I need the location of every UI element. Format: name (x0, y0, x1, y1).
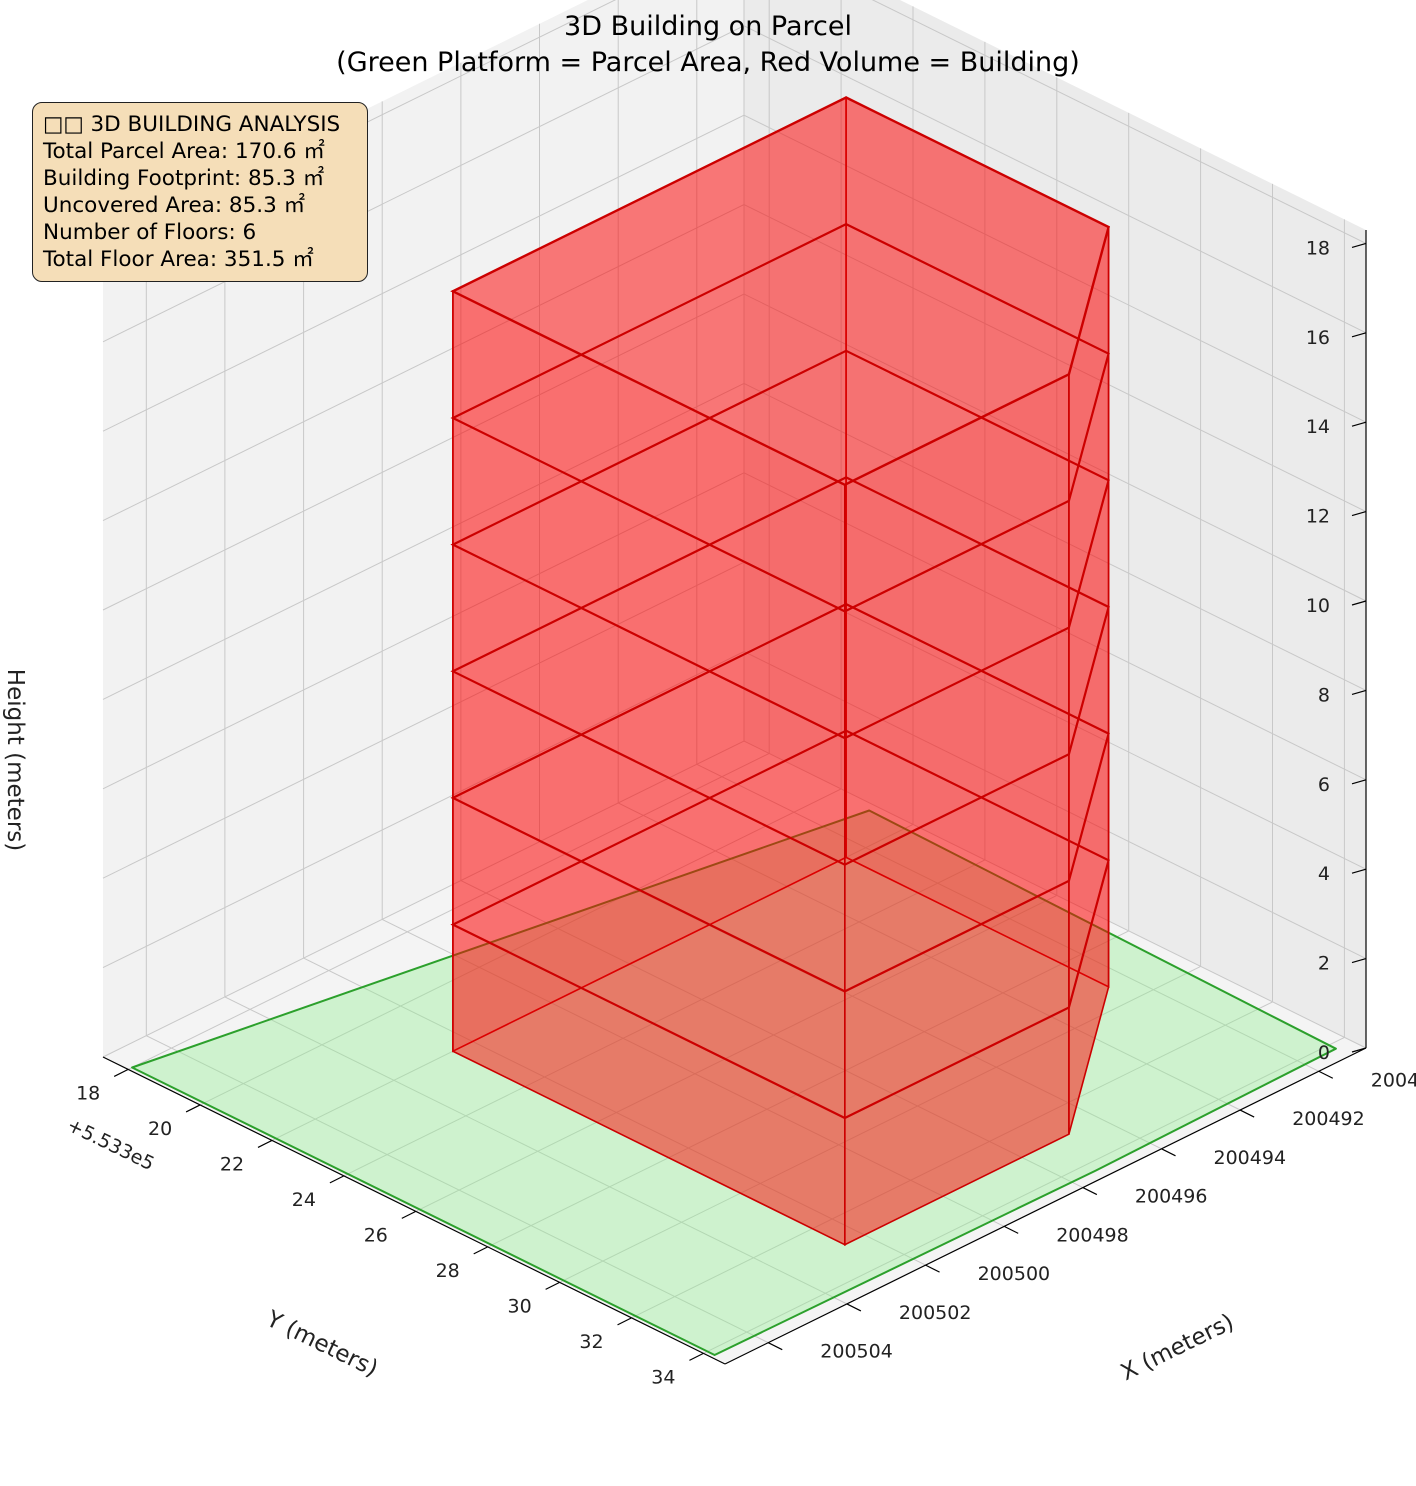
info-building-footprint: Building Footprint: 85.3 ㎡ (43, 166, 325, 191)
y-tick-label: 22 (220, 1153, 244, 1175)
info-uncovered-area: Uncovered Area: 85.3 ㎡ (43, 193, 306, 218)
z-tick (1351, 1047, 1367, 1053)
y-tick (689, 1352, 704, 1361)
z-tick-label: 10 (1306, 595, 1330, 617)
y-tick (329, 1175, 345, 1184)
z-tick-label: 6 (1318, 774, 1330, 796)
y-tick-label: 26 (364, 1224, 388, 1246)
y-tick (545, 1281, 560, 1290)
z-tick (1351, 600, 1367, 606)
chart-subtitle: (Green Platform = Parcel Area, Red Volum… (336, 47, 1080, 78)
info-total-floor-area: Total Floor Area: 351.5 ㎡ (43, 247, 314, 272)
y-tick-label: 30 (508, 1295, 532, 1317)
z-tick-label: 14 (1306, 416, 1330, 438)
floor-line (450, 222, 1110, 613)
y-axis-line (102, 1056, 726, 1365)
z-tick (1351, 332, 1367, 338)
y-tick (617, 1317, 632, 1326)
floor-line (450, 476, 1110, 866)
y-offset-label: +5.533e5 (64, 1114, 158, 1175)
y-tick-label: 20 (148, 1118, 172, 1140)
y-tick (185, 1104, 201, 1113)
info-number-of-floors: Number of Floors: 6 (43, 220, 257, 245)
axis-lines (102, 230, 1367, 1365)
y-tick-label: 24 (292, 1189, 316, 1211)
building-analysis-box: □□ 3D BUILDING ANALYSIS Total Parcel Are… (32, 102, 368, 282)
x-tick-label: 200500 (978, 1263, 1051, 1285)
y-tick (401, 1210, 417, 1219)
x-tick-label: 200504 (820, 1341, 893, 1363)
z-tick-label: 8 (1318, 684, 1330, 706)
parcel-polygon (131, 809, 1337, 1356)
z-tick (1351, 242, 1367, 248)
z-tick (1351, 958, 1367, 964)
z-tick (1351, 868, 1367, 874)
info-parcel-area: Total Parcel Area: 170.6 ㎡ (43, 139, 325, 164)
x-axis-title: X (meters) (1117, 1309, 1238, 1386)
z-tick-label: 2 (1318, 953, 1330, 975)
x-tick-label: 200496 (1135, 1186, 1208, 1208)
x-tick-label: 200502 (899, 1302, 972, 1324)
z-tick-label: 16 (1306, 327, 1330, 349)
y-tick (113, 1068, 129, 1077)
building-volume (450, 96, 1111, 1246)
building-base (452, 857, 1109, 1245)
floor-line (450, 602, 1110, 993)
z-tick-label: 18 (1306, 237, 1330, 259)
z-axis-title: Height (meters) (2, 669, 28, 851)
z-tick (1351, 689, 1367, 695)
x-tick (1003, 1225, 1019, 1234)
z-tick-label: 4 (1318, 863, 1330, 885)
floor-line (450, 349, 1110, 740)
x-tick-label: 200490 (1371, 1069, 1416, 1091)
z-tick (1351, 779, 1367, 785)
z-tick (1351, 511, 1367, 517)
z-tick (1351, 421, 1367, 427)
building-roof (450, 96, 1111, 487)
x-tick (925, 1264, 940, 1273)
x-tick-label: 200494 (1214, 1147, 1287, 1169)
z-tick-label: 12 (1306, 506, 1330, 528)
x-axis-line (724, 1047, 1367, 1365)
floor-line (450, 729, 1110, 1120)
x-tick (1239, 1109, 1255, 1118)
y-tick (473, 1246, 488, 1255)
info-heading: □□ 3D BUILDING ANALYSIS (43, 112, 341, 137)
x-tick (1161, 1148, 1176, 1157)
y-tick-label: 34 (651, 1366, 675, 1388)
pane-x-back (744, 0, 1366, 1048)
x-tick (846, 1303, 862, 1312)
x-tick (1082, 1187, 1098, 1196)
x-tick (1318, 1070, 1334, 1079)
grid-lines (102, 0, 1367, 1354)
x-tick-label: 200492 (1292, 1108, 1365, 1130)
y-tick-label: 28 (436, 1260, 460, 1282)
x-tick (767, 1342, 783, 1351)
chart-title: 3D Building on Parcel (564, 11, 852, 42)
z-tick-label: 0 (1318, 1042, 1330, 1064)
y-axis-title: Y (meters) (261, 1306, 382, 1383)
y-tick-label: 18 (76, 1082, 100, 1104)
parcel-platform (131, 809, 1337, 1356)
x-tick-label: 200498 (1056, 1224, 1129, 1246)
y-tick (257, 1139, 273, 1148)
y-tick-label: 32 (579, 1331, 603, 1353)
